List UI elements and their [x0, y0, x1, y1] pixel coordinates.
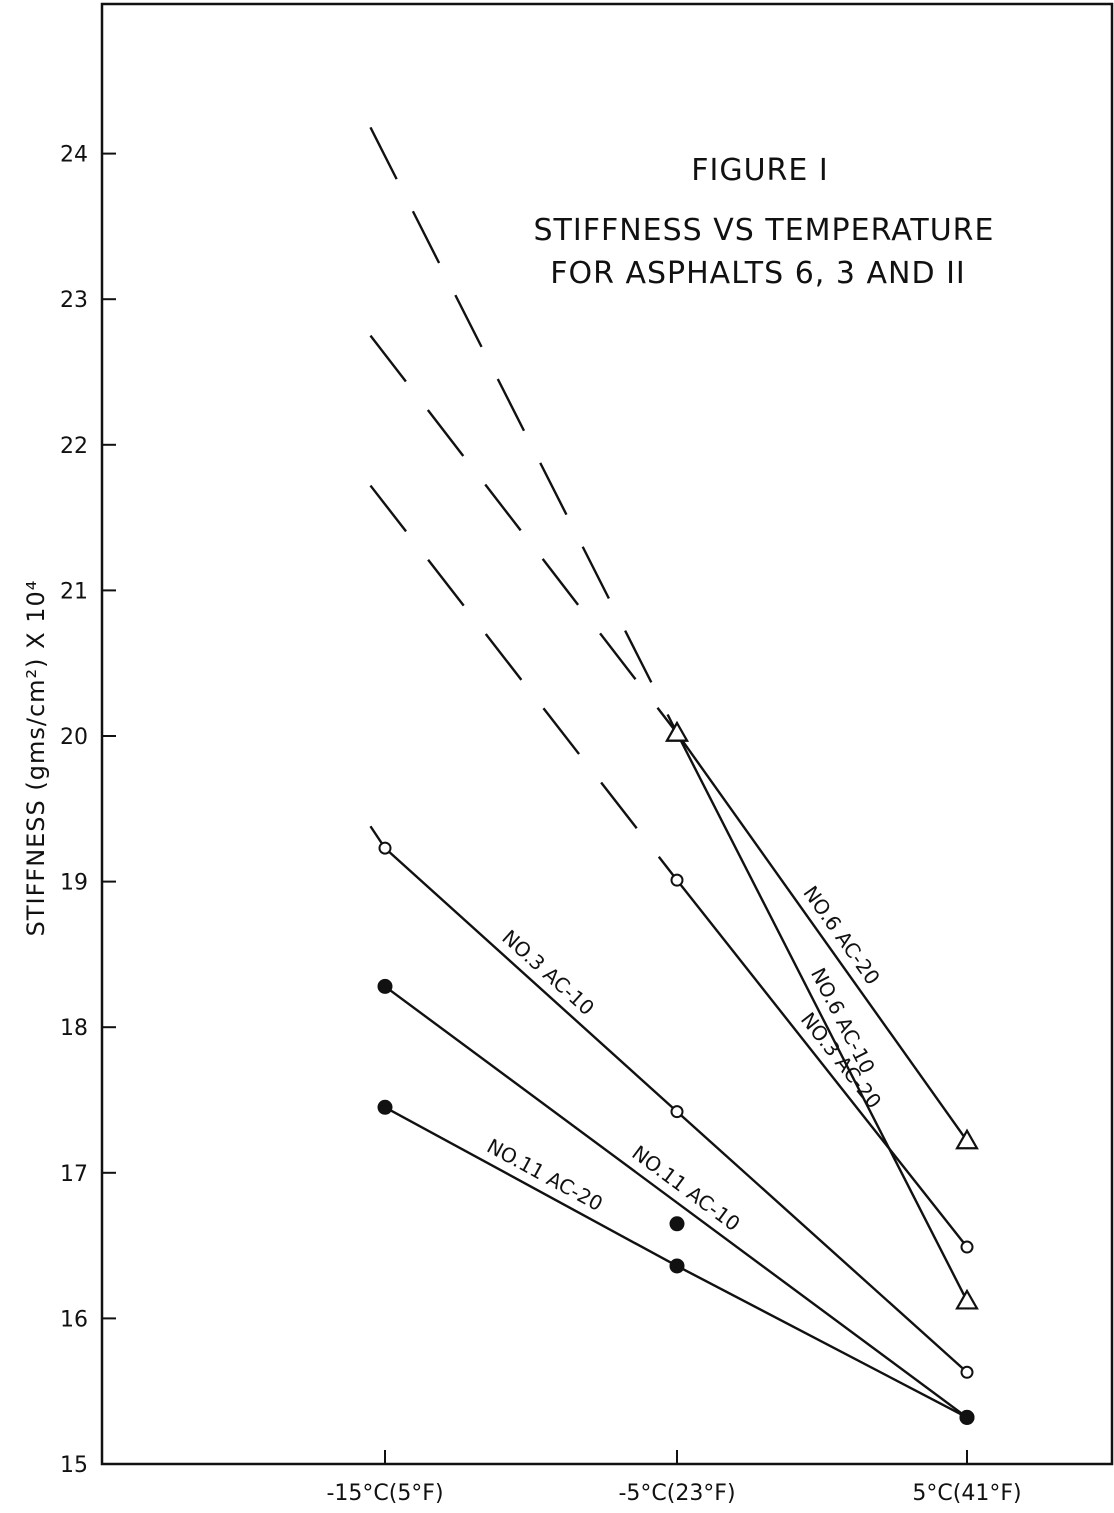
- x-tick-label: 5°C(41°F): [912, 1481, 1021, 1506]
- series-no-3-ac-20-line: [676, 879, 968, 1248]
- series-no-6-ac-10-extrapolation: [369, 126, 679, 734]
- series-label-no-11-ac-20: NO.11 AC-20: [483, 1134, 607, 1216]
- series-no-6-ac-10-line: [675, 732, 969, 1302]
- y-tick-label: 15: [60, 1453, 88, 1478]
- chart-subtitle-line-1: STIFFNESS VS TEMPERATURE: [534, 213, 995, 248]
- y-axis: 15 16 17 18 19 20 21 22 23 24: [60, 143, 116, 1478]
- y-tick-label: 23: [60, 288, 88, 313]
- y-tick-label: 22: [60, 434, 88, 459]
- series-no-11-ac-10-point: [669, 1216, 685, 1232]
- series-no-11-ac-20-line: [384, 1106, 678, 1268]
- y-tick-label: 19: [60, 871, 88, 896]
- series-no-3-ac-20-point: [960, 1240, 974, 1254]
- x-tick-label: -15°C(5°F): [326, 1481, 443, 1506]
- series-no-11-ac-10-line: [384, 985, 968, 1419]
- series-lines: [369, 126, 969, 1419]
- series-no-11-ac-10-point: [377, 978, 393, 994]
- series-markers: [377, 720, 979, 1425]
- series-no-3-ac-20-extrapolation: [369, 484, 678, 881]
- series-no-6-ac-20-line: [676, 732, 968, 1142]
- series-no-6-ac-20-extrapolation: [369, 334, 678, 734]
- series-no-3-ac-10-point: [960, 1365, 974, 1379]
- x-axis: -15°C(5°F) -5°C(23°F) 5°C(41°F): [326, 1450, 1022, 1506]
- y-tick-label: 17: [60, 1162, 88, 1187]
- series-no-3-ac-10-point: [670, 1105, 684, 1119]
- series-no-11-ac-20-line: [676, 1264, 968, 1419]
- y-tick-label: 18: [60, 1016, 88, 1041]
- series-no-3-ac-10-point: [378, 841, 392, 855]
- series-no-6-ac-10-point: [665, 720, 689, 742]
- series-no-11-ac-20-point: [377, 1099, 393, 1115]
- y-tick-label: 16: [60, 1307, 88, 1332]
- series-no-3-ac-20-point: [670, 873, 684, 887]
- y-tick-label: 21: [60, 579, 88, 604]
- series-no-3-ac-10-line: [676, 1110, 968, 1374]
- chart-subtitle-line-2: FOR ASPHALTS 6, 3 AND II: [550, 256, 966, 291]
- series-no-11-ac-20-point: [669, 1258, 685, 1274]
- series-no-6-ac-20-point: [955, 1128, 979, 1150]
- series-label-no-11-ac-10: NO.11 AC-10: [628, 1140, 745, 1235]
- y-tick-label: 24: [60, 143, 88, 168]
- y-axis-label: STIFFNESS (gms/cm²) X 10⁴: [22, 580, 50, 937]
- series-no-6-ac-10-point: [955, 1288, 979, 1310]
- chart-title: FIGURE I: [691, 153, 829, 188]
- plot-frame: [100, 2, 1114, 1466]
- series-no-3-ac-10-line: [384, 847, 678, 1113]
- series-no-11-ac-20-point: [959, 1409, 975, 1425]
- x-tick-label: -5°C(23°F): [618, 1481, 735, 1506]
- y-tick-label: 20: [60, 725, 88, 750]
- series-label-no-3-ac-10: NO.3 AC-10: [497, 925, 599, 1020]
